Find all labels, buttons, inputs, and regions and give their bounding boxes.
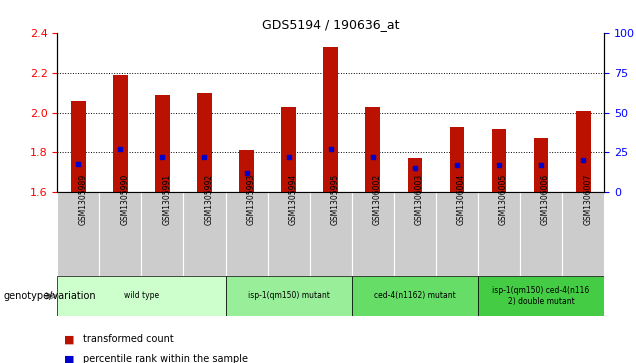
Text: GSM1306005: GSM1306005 xyxy=(499,174,508,225)
Bar xyxy=(576,111,590,192)
Bar xyxy=(57,192,99,276)
Bar xyxy=(450,127,464,192)
Text: percentile rank within the sample: percentile rank within the sample xyxy=(83,354,247,363)
Text: GSM1306006: GSM1306006 xyxy=(541,174,550,225)
Bar xyxy=(268,192,310,276)
Text: GSM1306002: GSM1306002 xyxy=(373,174,382,225)
Text: wild type: wild type xyxy=(124,291,159,300)
Bar xyxy=(366,107,380,192)
Bar xyxy=(197,93,212,192)
Bar xyxy=(436,192,478,276)
Bar xyxy=(478,276,604,316)
Bar xyxy=(323,46,338,192)
Bar xyxy=(352,192,394,276)
Bar xyxy=(520,192,562,276)
Text: GSM1305995: GSM1305995 xyxy=(331,174,340,225)
Text: isp-1(qm150) ced-4(n116
2) double mutant: isp-1(qm150) ced-4(n116 2) double mutant xyxy=(492,286,590,306)
Bar xyxy=(352,276,478,316)
Text: GSM1305993: GSM1305993 xyxy=(247,174,256,225)
Text: GSM1306003: GSM1306003 xyxy=(415,174,424,225)
Text: ced-4(n1162) mutant: ced-4(n1162) mutant xyxy=(374,291,456,300)
Text: transformed count: transformed count xyxy=(83,334,174,344)
Bar xyxy=(562,192,604,276)
Bar xyxy=(99,192,141,276)
Bar xyxy=(71,101,86,192)
Bar xyxy=(408,159,422,192)
Bar xyxy=(492,129,506,192)
Text: GSM1305990: GSM1305990 xyxy=(120,174,129,225)
Bar xyxy=(281,107,296,192)
Bar xyxy=(113,74,128,192)
Bar xyxy=(226,276,352,316)
Bar xyxy=(239,150,254,192)
Bar xyxy=(394,192,436,276)
Text: ■: ■ xyxy=(64,334,74,344)
Text: GSM1305989: GSM1305989 xyxy=(78,174,87,225)
Text: genotype/variation: genotype/variation xyxy=(3,291,96,301)
Text: GSM1305994: GSM1305994 xyxy=(289,174,298,225)
Text: GSM1305992: GSM1305992 xyxy=(205,174,214,225)
Bar xyxy=(226,192,268,276)
Text: isp-1(qm150) mutant: isp-1(qm150) mutant xyxy=(247,291,329,300)
Bar xyxy=(155,95,170,192)
Bar xyxy=(141,192,183,276)
Text: GSM1306004: GSM1306004 xyxy=(457,174,466,225)
Text: GSM1305991: GSM1305991 xyxy=(162,174,172,225)
Title: GDS5194 / 190636_at: GDS5194 / 190636_at xyxy=(262,19,399,32)
Text: GSM1306007: GSM1306007 xyxy=(583,174,592,225)
Bar xyxy=(478,192,520,276)
Text: ■: ■ xyxy=(64,354,74,363)
Bar xyxy=(183,192,226,276)
Bar xyxy=(57,276,226,316)
Bar xyxy=(534,138,548,192)
Bar xyxy=(310,192,352,276)
